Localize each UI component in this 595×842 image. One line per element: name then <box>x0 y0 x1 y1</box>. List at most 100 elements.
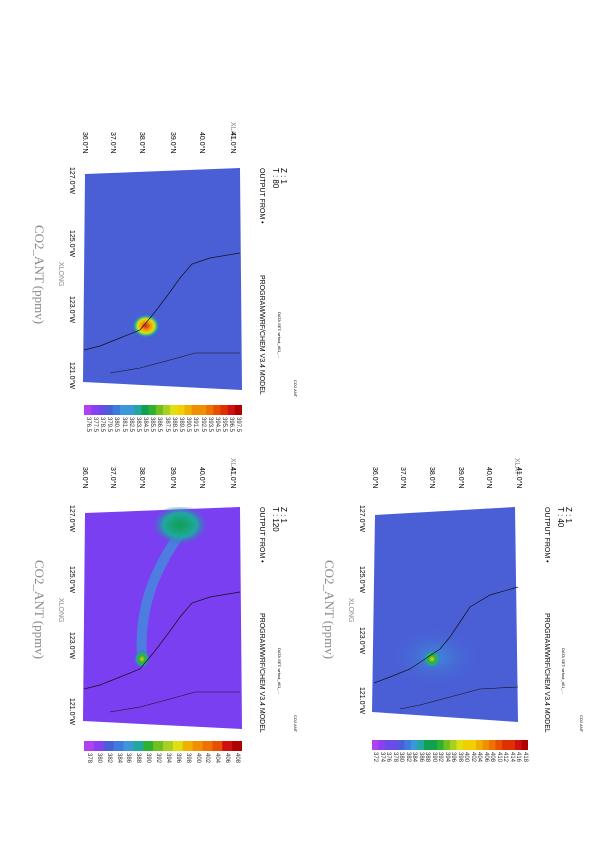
colorbar-tick: 392 <box>155 753 162 764</box>
colorbar-swatch <box>482 740 490 750</box>
colorbar-tick: 380 <box>95 753 102 764</box>
lat-tick: 37.0°N <box>109 467 116 489</box>
map-domain <box>83 168 242 390</box>
colorbar-swatch <box>84 405 92 415</box>
colorbar-swatch <box>398 740 405 750</box>
lon-tick: 125.0°W <box>68 566 75 593</box>
colorbar-tick: 388 <box>135 753 142 764</box>
colorbar-swatch <box>411 740 418 750</box>
colorbar-swatch <box>103 741 114 751</box>
lat-tick: 40.0°N <box>198 467 205 489</box>
output-from: OUTPUT FROM • <box>258 507 265 563</box>
colorbar-swatch <box>515 740 522 750</box>
colorbar-swatch <box>404 740 412 750</box>
map-field <box>80 168 245 390</box>
colorbar-tick: 382 <box>105 753 112 764</box>
map-domain <box>83 507 242 729</box>
map-field <box>370 507 520 722</box>
colorbar <box>84 741 242 751</box>
map-field <box>80 507 245 729</box>
colorbar-swatch <box>227 405 236 415</box>
colorbar-tick: 404 <box>214 753 221 764</box>
plume <box>134 650 150 668</box>
colorbar-swatch <box>521 740 528 750</box>
map-field-svg <box>83 168 242 390</box>
lon-tick: 127.0°W <box>68 505 75 532</box>
colorbar-tick: 390 <box>145 753 152 764</box>
lat-tick: 41.0°N <box>229 467 236 489</box>
colorbar-swatch <box>91 405 99 415</box>
colorbar-swatch <box>212 741 223 751</box>
colorbar-swatch <box>105 405 114 415</box>
colorbar-swatch <box>112 405 121 415</box>
colorbar-swatch <box>469 740 477 750</box>
colorbar-swatch <box>172 741 184 751</box>
colorbar-swatch <box>155 405 164 415</box>
colorbar-swatch <box>148 405 157 415</box>
colorbar-swatch <box>456 740 464 750</box>
colorbar-swatches <box>84 741 242 751</box>
colorbar-swatch <box>206 405 214 415</box>
map-field-svg <box>372 507 519 722</box>
plume <box>132 314 160 338</box>
colorbar-swatch <box>443 740 451 750</box>
colorbar <box>372 740 528 750</box>
colorbar-swatch <box>437 740 444 750</box>
colorbar-swatch <box>417 740 425 750</box>
lat-tick: 39.0°N <box>169 467 176 489</box>
colorbar-swatches <box>372 740 528 750</box>
colorbar-swatch <box>184 405 193 415</box>
colorbar-swatch <box>163 405 171 415</box>
colorbar-swatches <box>84 405 242 415</box>
colorbar-tick: 394 <box>164 753 171 764</box>
colorbar-swatch <box>93 741 105 751</box>
colorbar-swatch <box>192 741 203 751</box>
colorbar-swatch <box>134 405 142 415</box>
colorbar-swatch <box>143 741 154 751</box>
colorbar-swatch <box>232 741 242 751</box>
coastline <box>373 586 519 684</box>
info-block: CO2 ANT <box>293 715 298 733</box>
lon-tick: 121.0°W <box>68 698 75 725</box>
colorbar-swatch <box>213 405 221 415</box>
state-border <box>399 686 519 710</box>
map-field-svg <box>83 507 242 729</box>
colorbar-swatch <box>495 740 503 750</box>
lat-tick: 38.0°N <box>138 467 145 489</box>
coastline <box>83 591 241 690</box>
state-border <box>109 691 240 713</box>
colorbar-tick: 406 <box>224 753 231 764</box>
colorbar-swatch <box>133 741 144 751</box>
t-label: T : 120 <box>271 507 280 532</box>
colorbar-swatch <box>163 741 174 751</box>
colorbar-swatch <box>450 740 457 750</box>
colorbar-swatch <box>198 405 207 415</box>
state-border <box>109 352 240 374</box>
colorbar <box>84 405 242 415</box>
colorbar-swatch <box>153 741 164 751</box>
colorbar-swatch <box>202 741 213 751</box>
colorbar-swatch <box>489 740 496 750</box>
colorbar-swatch <box>372 740 379 750</box>
colorbar-swatch <box>391 740 399 750</box>
colorbar-tick: 386 <box>125 753 132 764</box>
colorbar-swatch <box>378 740 386 750</box>
colorbar-swatch <box>127 405 135 415</box>
colorbar-swatch <box>177 405 185 415</box>
colorbar-swatch <box>98 405 106 415</box>
colorbar-tick: 398 <box>184 753 191 764</box>
colorbar-swatch <box>476 740 483 750</box>
program-label: PROGRAM/WRF/CHEM V3.4 MODEL <box>258 613 265 733</box>
colorbar-swatch <box>463 740 470 750</box>
colorbar-swatch <box>84 741 95 751</box>
colorbar-swatch <box>170 405 178 415</box>
colorbar-tick: 396 <box>174 753 181 764</box>
colorbar-swatch <box>222 741 233 751</box>
colorbar-tick: 402 <box>204 753 211 764</box>
colorbar-swatch <box>508 740 516 750</box>
coastline <box>83 252 241 351</box>
var-title: CO2_ANT (ppmv) <box>32 560 47 660</box>
